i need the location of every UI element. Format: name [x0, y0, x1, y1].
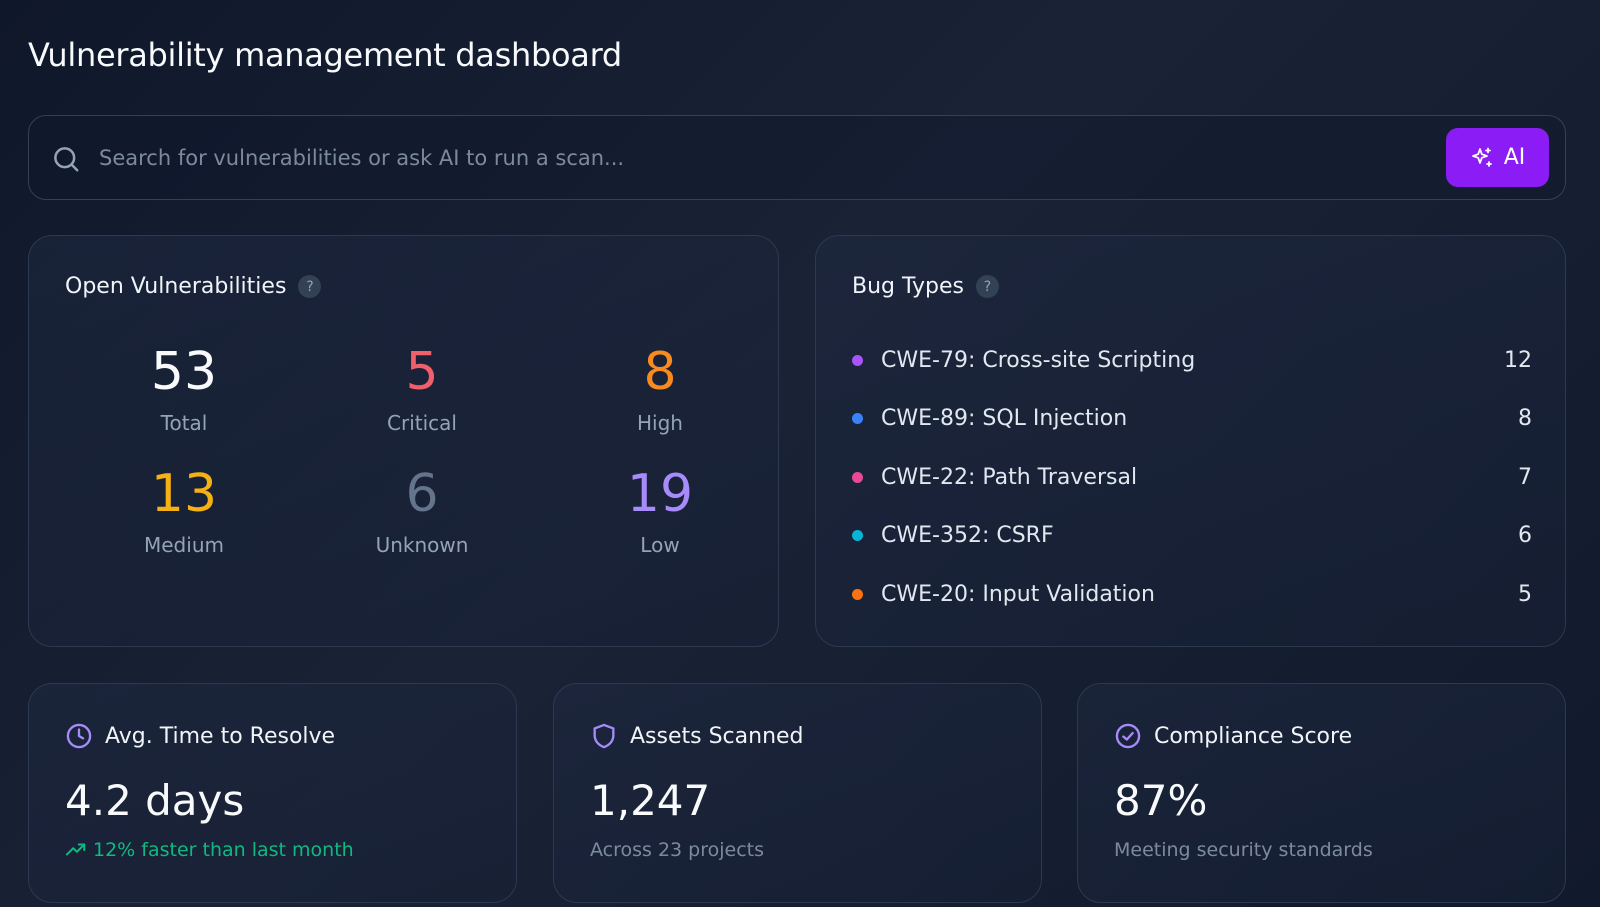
bug-types-title: Bug Types	[852, 274, 964, 299]
bug-type-count: 7	[1518, 464, 1532, 490]
open-vulnerabilities-header: Open Vulnerabilities ?	[65, 274, 322, 299]
stat-value: 6	[405, 464, 439, 524]
bug-type-item[interactable]: CWE-20: Input Validation 5	[852, 565, 1532, 624]
bug-type-name: CWE-20: Input Validation	[881, 581, 1155, 607]
bug-type-item[interactable]: CWE-79: Cross-site Scripting 12	[852, 331, 1532, 390]
vulnerability-stats: 53 Total 5 Critical 8 High 13 Medium 6 U…	[65, 341, 779, 557]
bug-dot-icon	[852, 588, 863, 600]
metric-header: Compliance Score	[1114, 722, 1352, 750]
page-title: Vulnerability management dashboard	[28, 36, 622, 74]
search-icon	[54, 147, 79, 172]
metric-subtext: Across 23 projects	[590, 839, 765, 861]
bug-type-count: 8	[1518, 406, 1532, 432]
metric-header: Assets Scanned	[590, 722, 804, 750]
bug-type-item[interactable]: CWE-22: Path Traversal 7	[852, 448, 1532, 507]
metric-header: Avg. Time to Resolve	[65, 722, 335, 750]
bug-type-name: CWE-22: Path Traversal	[881, 464, 1138, 490]
metric-value: 4.2 days	[65, 776, 245, 825]
metric-trend: 12% faster than last month	[65, 839, 354, 861]
stat-value: 8	[643, 342, 677, 402]
stat-medium: 13 Medium	[65, 463, 303, 557]
stat-value: 53	[150, 342, 218, 402]
stat-label: Total	[160, 411, 208, 435]
bug-dot-icon	[852, 413, 863, 425]
bug-type-name: CWE-352: CSRF	[881, 523, 1054, 549]
open-vulnerabilities-title: Open Vulnerabilities	[65, 274, 287, 299]
stat-total: 53 Total	[65, 341, 303, 435]
metric-title: Compliance Score	[1154, 723, 1353, 749]
help-icon[interactable]: ?	[298, 275, 322, 298]
clock-icon	[66, 723, 92, 749]
stat-label: Medium	[144, 533, 224, 557]
trending-up-icon	[65, 843, 86, 856]
bug-type-count: 5	[1518, 581, 1532, 607]
stat-label: Low	[640, 533, 680, 557]
ai-button[interactable]: AI	[1446, 128, 1549, 187]
bug-type-name: CWE-79: Cross-site Scripting	[881, 347, 1196, 373]
stat-label: Unknown	[375, 533, 469, 557]
stat-label: Critical	[387, 411, 457, 435]
bug-types-card: Bug Types ? CWE-79: Cross-site Scripting…	[815, 235, 1566, 647]
metric-value: 87%	[1114, 776, 1208, 825]
search-bar: AI	[28, 115, 1566, 200]
help-icon[interactable]: ?	[976, 275, 999, 298]
metric-subtext: 12% faster than last month	[93, 839, 354, 861]
stat-value: 5	[405, 342, 439, 402]
ai-button-label: AI	[1503, 145, 1526, 170]
bug-types-header: Bug Types ?	[852, 274, 999, 299]
metric-value: 1,247	[590, 776, 711, 825]
bug-dot-icon	[852, 354, 863, 366]
bug-dot-icon	[852, 471, 863, 483]
bug-type-count: 6	[1518, 523, 1532, 549]
stat-label: High	[637, 411, 683, 435]
bug-type-count: 12	[1504, 347, 1532, 373]
metric-subtext: Meeting security standards	[1114, 839, 1373, 861]
stat-value: 13	[150, 464, 218, 524]
stat-critical: 5 Critical	[303, 341, 541, 435]
bug-type-item[interactable]: CWE-352: CSRF 6	[852, 507, 1532, 566]
metric-title: Assets Scanned	[630, 723, 804, 749]
check-circle-icon	[1115, 723, 1141, 749]
bug-type-item[interactable]: CWE-89: SQL Injection 8	[852, 390, 1532, 449]
stat-low: 19 Low	[541, 463, 779, 557]
assets-scanned-card: Assets Scanned 1,247 Across 23 projects	[553, 683, 1042, 903]
stat-value: 19	[626, 464, 694, 524]
bug-type-list: CWE-79: Cross-site Scripting 12 CWE-89: …	[852, 331, 1532, 624]
bug-dot-icon	[852, 530, 863, 542]
stat-unknown: 6 Unknown	[303, 463, 541, 557]
shield-icon	[593, 723, 615, 749]
avg-time-to-resolve-card: Avg. Time to Resolve 4.2 days 12% faster…	[28, 683, 517, 903]
bug-type-name: CWE-89: SQL Injection	[881, 406, 1128, 432]
sparkles-icon	[1471, 147, 1492, 167]
search-input[interactable]	[99, 136, 1399, 180]
compliance-score-card: Compliance Score 87% Meeting security st…	[1077, 683, 1566, 903]
open-vulnerabilities-card: Open Vulnerabilities ? 53 Total 5 Critic…	[28, 235, 779, 647]
stat-high: 8 High	[541, 341, 779, 435]
metric-title: Avg. Time to Resolve	[105, 723, 336, 749]
